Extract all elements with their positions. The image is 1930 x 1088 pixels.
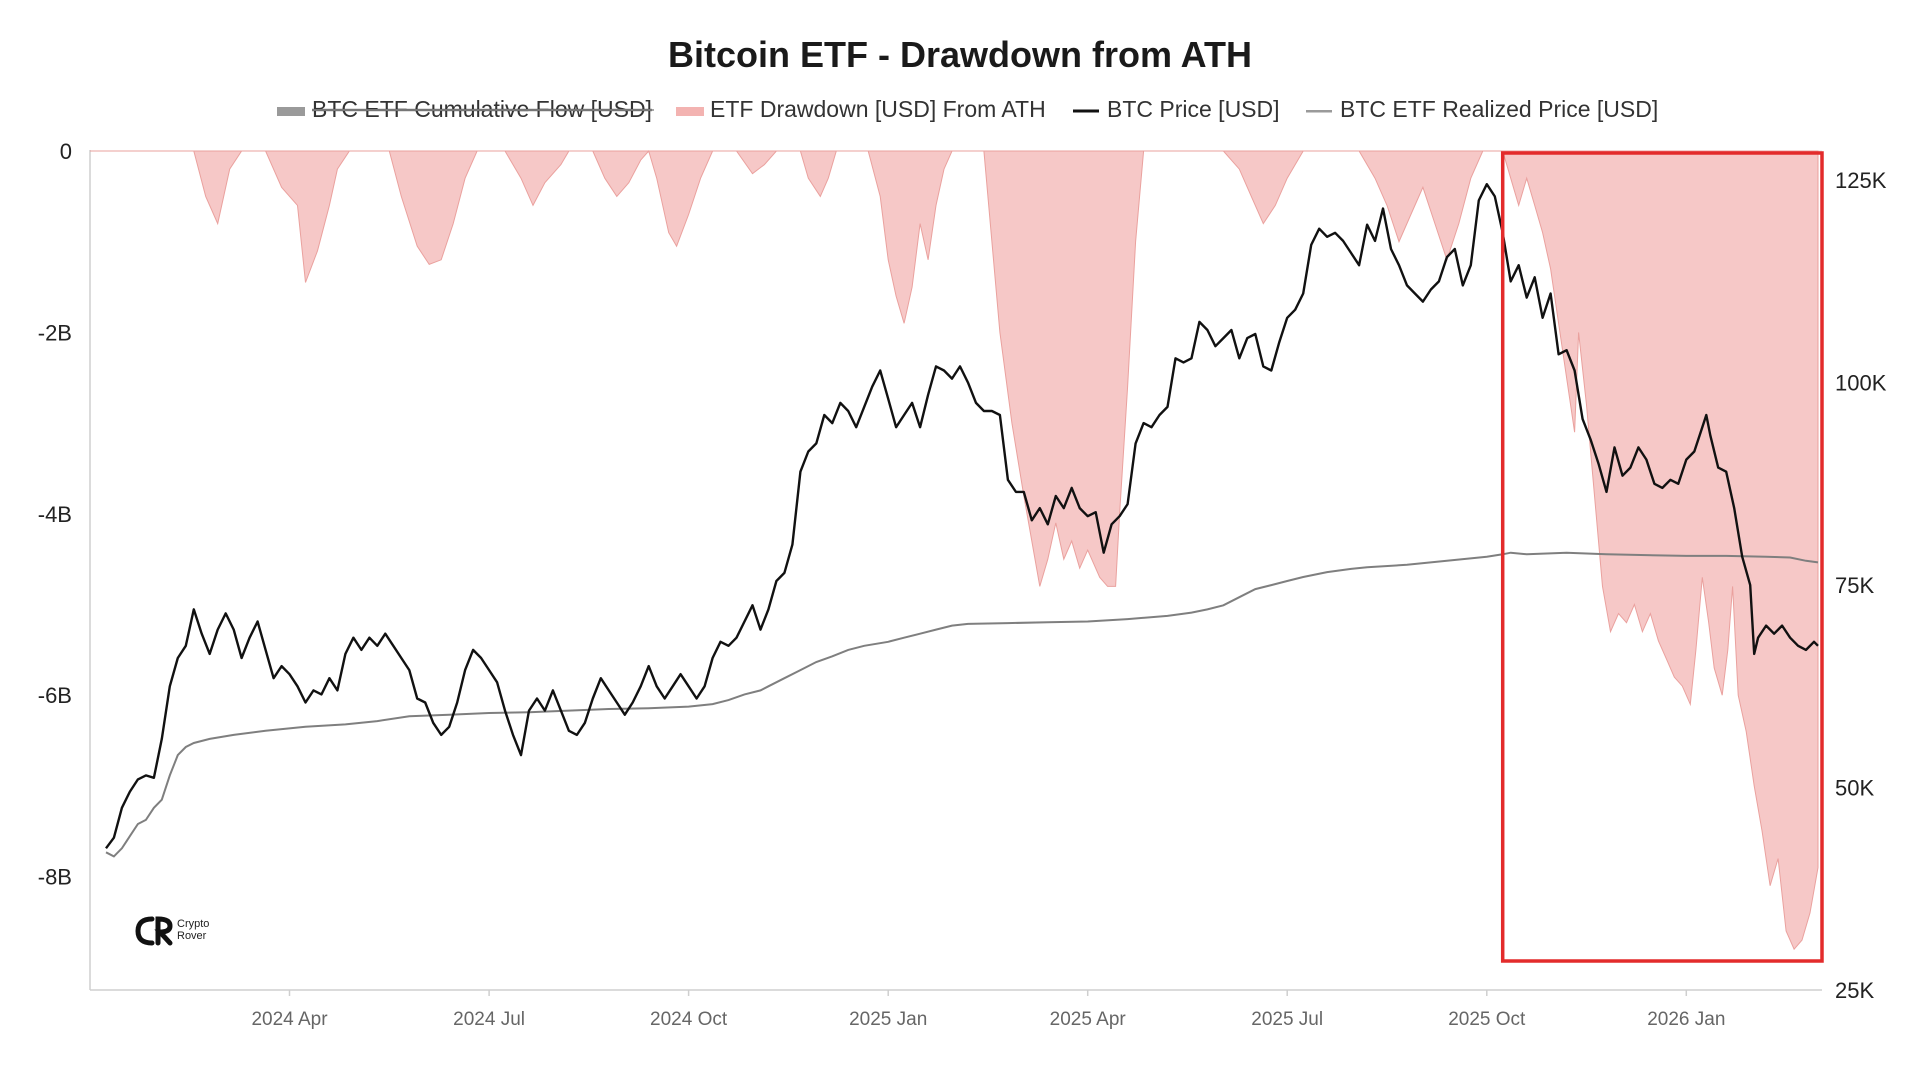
- legend-label-realized-price: BTC ETF Realized Price [USD]: [1340, 96, 1658, 122]
- btc-price-layer: [105, 182, 1819, 850]
- legend-label-cumulative-flow: BTC ETF Cumulative Flow [USD]: [312, 96, 652, 122]
- x-tick-label: 2025 Oct: [1448, 1009, 1526, 1030]
- realized-price-layer: [105, 551, 1819, 858]
- left-tick-label: -4B: [38, 502, 72, 527]
- btc-price-line: [105, 182, 1819, 850]
- x-tick-label: 2024 Apr: [251, 1009, 328, 1030]
- left-tick-label: -2B: [38, 320, 72, 345]
- legend: BTC ETF Cumulative Flow [USD] ETF Drawdo…: [277, 96, 1658, 122]
- right-tick-label: 75K: [1835, 573, 1874, 598]
- highlight-box: [1500, 151, 1824, 963]
- right-tick-label: 50K: [1835, 776, 1874, 801]
- legend-item-realized-price[interactable]: BTC ETF Realized Price [USD]: [1306, 96, 1658, 122]
- legend-item-drawdown[interactable]: ETF Drawdown [USD] From ATH: [676, 96, 1046, 122]
- left-tick-label: -8B: [38, 865, 72, 890]
- right-tick-label: 25K: [1835, 978, 1874, 1003]
- logo-text-line2: Rover: [177, 930, 207, 942]
- legend-swatch-drawdown: [676, 107, 704, 116]
- logo-mark-icon: [135, 916, 173, 946]
- left-tick-label: -6B: [38, 683, 72, 708]
- chart-title: Bitcoin ETF - Drawdown from ATH: [668, 34, 1252, 75]
- right-tick-label: 100K: [1835, 371, 1887, 396]
- drawdown-area: [90, 149, 1819, 951]
- x-tick-label: 2025 Jan: [849, 1009, 927, 1030]
- legend-label-btc-price: BTC Price [USD]: [1107, 96, 1280, 122]
- legend-swatch-btc-price: [1073, 109, 1099, 113]
- highlight-layer: [1500, 151, 1824, 963]
- x-tick-label: 2024 Jul: [453, 1009, 525, 1030]
- drawdown-area-layer: [90, 149, 1819, 951]
- left-axis-ticks: 0 -2B -4B -6B -8B: [38, 139, 72, 890]
- x-tick-label: 2025 Jul: [1251, 1009, 1323, 1030]
- x-tick-label: 2025 Apr: [1050, 1009, 1127, 1030]
- realized-price-line: [105, 551, 1819, 858]
- legend-label-drawdown: ETF Drawdown [USD] From ATH: [710, 96, 1046, 122]
- legend-swatch-realized-price: [1306, 110, 1332, 113]
- crypto-rover-logo: Crypto Rover: [135, 916, 209, 946]
- right-axis-ticks: 125K 100K 75K 50K 25K: [1835, 168, 1887, 1003]
- x-axis-ticks: 2024 Apr 2024 Jul 2024 Oct 2025 Jan 2025 Apr…: [251, 990, 1725, 1030]
- legend-item-btc-price[interactable]: BTC Price [USD]: [1073, 96, 1280, 122]
- logo-text-line1: Crypto: [177, 918, 209, 930]
- x-tick-label: 2026 Jan: [1647, 1009, 1725, 1030]
- legend-item-cumulative-flow[interactable]: BTC ETF Cumulative Flow [USD]: [277, 96, 654, 122]
- left-tick-label: 0: [60, 139, 72, 164]
- x-tick-label: 2024 Oct: [650, 1009, 728, 1030]
- legend-swatch-cumulative-flow: [277, 107, 305, 116]
- right-tick-label: 125K: [1835, 168, 1887, 193]
